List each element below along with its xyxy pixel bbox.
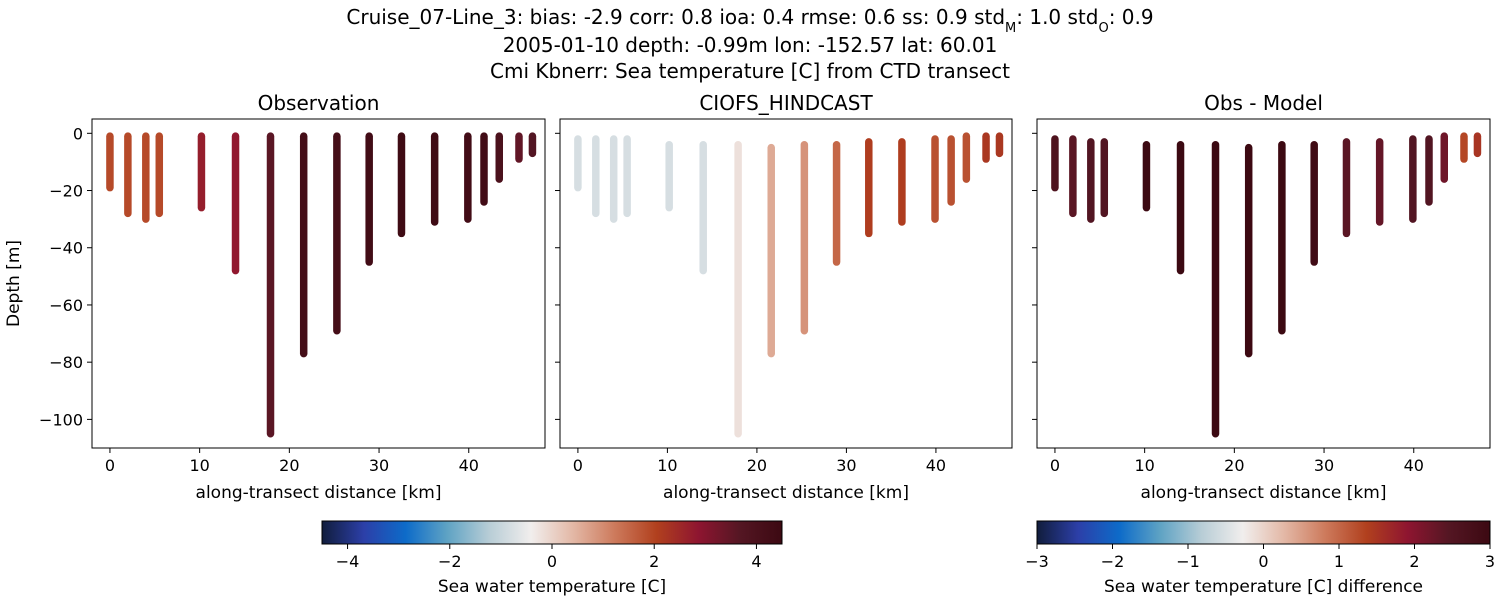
colorbar-tick-label: 4 [751, 552, 761, 571]
panel-title: Obs - Model [1204, 91, 1323, 115]
colorbar-gradient [1036, 520, 1491, 545]
y-tick-label: −80 [49, 353, 83, 372]
x-tick-label: 10 [1134, 456, 1154, 475]
colorbar-label: Sea water temperature [C] difference [1104, 577, 1423, 597]
y-tick-label: −20 [49, 182, 83, 201]
panel-title: Observation [258, 91, 380, 115]
panel-2: 0 10 20 30 40 CIOFS_HINDCAST along-transect di… [555, 91, 1013, 503]
y-tick-label: −60 [49, 296, 83, 315]
x-axis-label: along-transect distance [km] [1141, 483, 1387, 503]
colorbar-tick-label: 0 [1258, 552, 1268, 571]
colorbar-2: −3 −2 −1 0 1 2 3 Sea water temperature [C] diff… [1025, 520, 1495, 597]
colorbar-tick-label: 0 [547, 552, 557, 571]
colorbars: −4 −2 0 2 4 Sea water temperature [C] −3 −2 −1 0 1… [321, 520, 1495, 597]
scatter-points [1051, 132, 1482, 438]
x-axis-label: along-transect distance [km] [196, 483, 442, 503]
colorbar-1: −4 −2 0 2 4 Sea water temperature [C] [321, 520, 783, 597]
plot-frame [91, 118, 546, 449]
x-tick-label: 20 [747, 456, 767, 475]
title-line-3: Cmi Kbnerr: Sea temperature [C] from CTD… [490, 59, 1010, 83]
plot-frame [1036, 118, 1491, 449]
panel-1: 0 10 20 30 40 0 −20 −40 −60 −80 −100 Observation alo… [4, 91, 546, 503]
x-tick-label: 30 [369, 456, 389, 475]
plot-frame [559, 118, 1013, 449]
y-axis-label: Depth [m] [4, 240, 24, 327]
colorbar-tick-label: −4 [336, 552, 360, 571]
scatter-points [574, 132, 1004, 438]
x-tick-label: 40 [926, 456, 946, 475]
panels: 0 10 20 30 40 0 −20 −40 −60 −80 −100 Observation alo… [4, 91, 1491, 503]
panel-3: 0 10 20 30 40 Obs - Model along-transect dista… [1032, 91, 1491, 503]
title-line-1: Cruise_07-Line_3: bias: -2.9 corr: 0.8 i… [346, 5, 1153, 36]
figure-title: Cruise_07-Line_3: bias: -2.9 corr: 0.8 i… [346, 5, 1153, 83]
x-axis-label: along-transect distance [km] [663, 483, 909, 503]
x-tick-label: 30 [836, 456, 856, 475]
colorbar-tick-label: 2 [1409, 552, 1419, 571]
colorbar-tick-label: −2 [1101, 552, 1125, 571]
colorbar-label: Sea water temperature [C] [438, 577, 666, 597]
colorbar-tick-label: 2 [649, 552, 659, 571]
colorbar-tick-label: −3 [1025, 552, 1049, 571]
x-tick-label: 40 [459, 456, 479, 475]
x-tick-label: 40 [1404, 456, 1424, 475]
colorbar-tick-label: −2 [438, 552, 462, 571]
x-tick-label: 10 [657, 456, 677, 475]
x-tick-label: 0 [105, 456, 115, 475]
panel-title: CIOFS_HINDCAST [699, 91, 873, 115]
x-tick-label: 0 [1050, 456, 1060, 475]
scatter-points [106, 132, 537, 438]
colorbar-tick-label: 1 [1334, 552, 1344, 571]
y-tick-label: −100 [39, 410, 83, 429]
x-tick-label: 0 [573, 456, 583, 475]
title-line-2: 2005-01-10 depth: -0.99m lon: -152.57 la… [503, 33, 998, 57]
x-tick-label: 20 [279, 456, 299, 475]
x-tick-label: 30 [1314, 456, 1334, 475]
x-tick-label: 20 [1224, 456, 1244, 475]
colorbar-tick-label: −1 [1176, 552, 1200, 571]
colorbar-tick-label: 3 [1485, 552, 1495, 571]
colorbar-gradient [321, 520, 783, 545]
y-tick-label: −40 [49, 239, 83, 258]
y-tick-label: 0 [73, 124, 83, 143]
x-tick-label: 10 [189, 456, 209, 475]
